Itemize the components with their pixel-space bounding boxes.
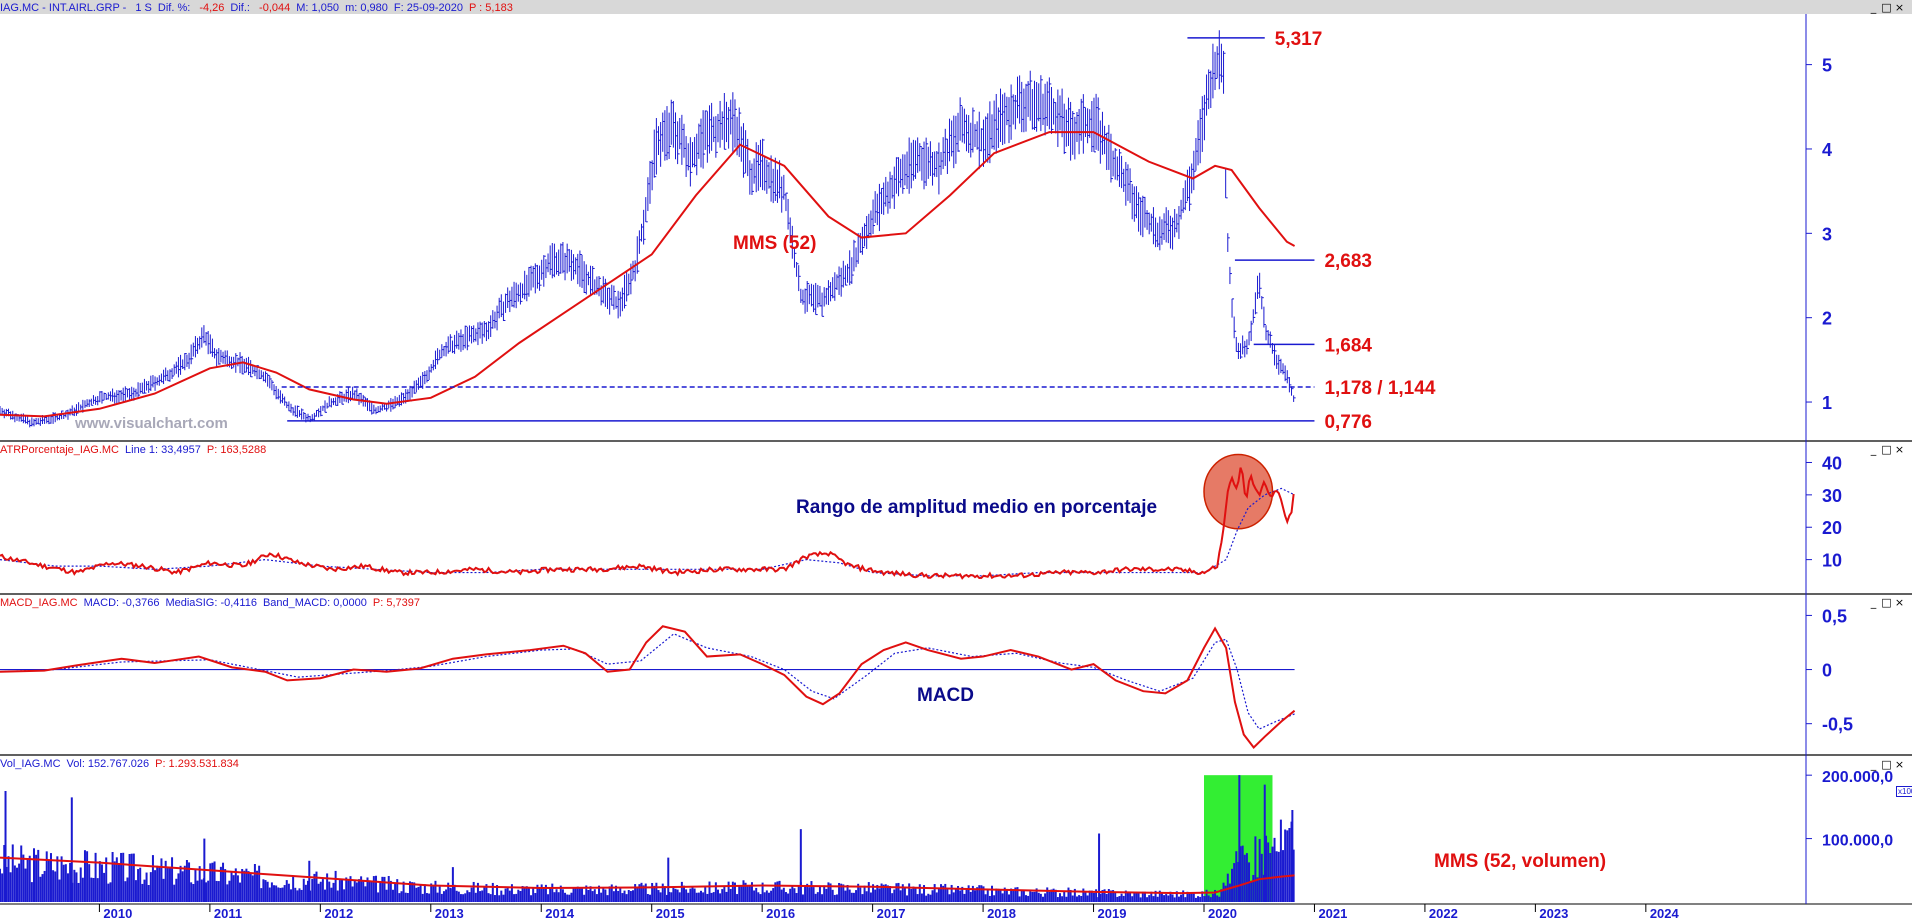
- price-header-item: 1 S: [135, 2, 152, 14]
- x-tick-label: 2010: [103, 906, 132, 921]
- panel-header-bar: [0, 595, 1912, 609]
- price-header-item: F: 25-09-2020: [393, 2, 463, 14]
- volume-bars: [0, 775, 1295, 902]
- macd-header-item: P: 5,7397: [372, 597, 420, 609]
- macd-header-item: MACD_IAG.MC: [0, 597, 78, 609]
- panel-header-bar: [0, 0, 1912, 14]
- y-tick-label: 200.000,0: [1822, 769, 1893, 786]
- x-tick-label: 2017: [877, 906, 906, 921]
- atr-header-item: ATRPorcentaje_IAG.MC: [0, 444, 120, 456]
- atr-line: [0, 467, 1295, 580]
- macd-header-item: MediaSIG: -0,4116: [165, 597, 257, 609]
- y-tick-label: 2: [1822, 309, 1832, 329]
- maximize-icon[interactable]: □: [1881, 443, 1892, 456]
- volume-panel-header: Vol_IAG.MC Vol: 152.767.026 P: 1.293.531.8…: [0, 757, 1912, 771]
- y-tick-label: 30: [1822, 486, 1842, 506]
- price-header-item: Dif.:: [230, 2, 254, 14]
- macd-window-controls[interactable]: _ □ ×: [1867, 597, 1906, 609]
- price-header-item: m: 0,980: [345, 2, 388, 14]
- price-bars: [0, 30, 1296, 428]
- x-tick-label: 2012: [324, 906, 353, 921]
- price-header-item: Dif. %:: [157, 2, 194, 14]
- price-header-item: -0,044: [259, 2, 291, 14]
- price-panel-header: IAG.MC - INT.AIRL.GRP - 1 S Dif. %: -4,26…: [0, 1, 1912, 15]
- close-icon[interactable]: ×: [1894, 1, 1905, 14]
- level-label: 1,684: [1324, 335, 1372, 356]
- x-tick-label: 2011: [214, 906, 242, 921]
- panel-header-bar: [0, 756, 1912, 770]
- volume-average-line: [0, 856, 1295, 895]
- y-tick-label: 100.000,0: [1822, 833, 1893, 850]
- level-label: 2,683: [1324, 251, 1372, 272]
- level-label: 0,776: [1324, 412, 1372, 433]
- y-tick-label: 5: [1822, 56, 1832, 76]
- price-header-item: P : 5,183: [468, 2, 513, 14]
- x-tick-label: 2020: [1208, 906, 1237, 921]
- atr-panel-header: ATRPorcentaje_IAG.MC Line 1: 33,4957 P: 16…: [0, 443, 1912, 457]
- atr-annotation: Rango de amplitud medio en porcentaje: [796, 497, 1158, 518]
- minimize-icon[interactable]: _: [1870, 758, 1877, 771]
- price-header-item: M: 1,050: [296, 2, 340, 14]
- macd-signal-line: [0, 633, 1295, 730]
- y-tick-label: 10: [1822, 551, 1842, 571]
- x-tick-label: 2024: [1650, 906, 1680, 921]
- mms52-label: MMS (52): [733, 233, 817, 254]
- minimize-icon[interactable]: _: [1870, 443, 1877, 456]
- level-label: 5,317: [1275, 29, 1323, 50]
- x-tick-label: 2022: [1429, 906, 1458, 921]
- x-tick-label: 2013: [435, 906, 464, 921]
- close-icon[interactable]: ×: [1894, 596, 1905, 609]
- panel-header-bar: [0, 442, 1912, 456]
- price-window-controls[interactable]: _ □ ×: [1867, 2, 1906, 14]
- volume-header-item: P: 1.293.531.834: [155, 758, 239, 770]
- atr-header-item: P: 163,5288: [206, 444, 267, 456]
- y-tick-label: -0,5: [1822, 715, 1853, 735]
- close-icon[interactable]: ×: [1894, 758, 1905, 771]
- x-tick-label: 2014: [545, 906, 575, 921]
- maximize-icon[interactable]: □: [1881, 596, 1892, 609]
- price-header-item: IAG.MC - INT.AIRL.GRP -: [0, 2, 130, 14]
- mms52-line: [0, 131, 1296, 418]
- level-label: 1,178 / 1,144: [1324, 378, 1435, 399]
- x-tick-label: 2016: [766, 906, 795, 921]
- maximize-icon[interactable]: □: [1881, 758, 1892, 771]
- macd-line: [0, 625, 1296, 750]
- watermark: www.visualchart.com: [75, 415, 228, 432]
- atr-window-controls[interactable]: _ □ ×: [1867, 444, 1906, 456]
- y-tick-label: 0: [1822, 661, 1832, 681]
- macd-header-item: MACD: -0,3766: [83, 597, 160, 609]
- volume-header-item: Vol_IAG.MC: [0, 758, 61, 770]
- y-tick-label: 20: [1822, 518, 1842, 538]
- y-tick-label: 40: [1822, 453, 1842, 473]
- volume-average-label: MMS (52, volumen): [1434, 851, 1607, 872]
- x-tick-label: 2021: [1318, 906, 1347, 921]
- atr-highlight-ellipse: [1203, 453, 1274, 530]
- volume-window-controls[interactable]: _ □ ×: [1867, 759, 1906, 771]
- macd-header-item: Band_MACD: 0,0000: [262, 597, 367, 609]
- x-tick-label: 2015: [656, 906, 685, 921]
- x-tick-label: 2023: [1539, 906, 1568, 921]
- maximize-icon[interactable]: □: [1881, 1, 1892, 14]
- y-tick-label: 4: [1822, 140, 1832, 160]
- minimize-icon[interactable]: _: [1870, 596, 1877, 609]
- x-tick-label: 2018: [987, 906, 1016, 921]
- y-tick-label: 1: [1822, 393, 1832, 413]
- y-tick-label: 3: [1822, 224, 1832, 244]
- x-tick-label: 2019: [1098, 906, 1127, 921]
- volume-header-item: Vol: 152.767.026: [66, 758, 150, 770]
- close-icon[interactable]: ×: [1894, 443, 1905, 456]
- minimize-icon[interactable]: _: [1870, 1, 1877, 14]
- macd-annotation: MACD: [917, 685, 974, 706]
- volume-scale-label: x100: [1896, 786, 1912, 797]
- price-header-item: -4,26: [199, 2, 225, 14]
- macd-panel-header: MACD_IAG.MC MACD: -0,3766 MediaSIG: -0,411…: [0, 596, 1912, 610]
- atr-header-item: Line 1: 33,4957: [125, 444, 201, 456]
- y-tick-label: 0,5: [1822, 606, 1847, 626]
